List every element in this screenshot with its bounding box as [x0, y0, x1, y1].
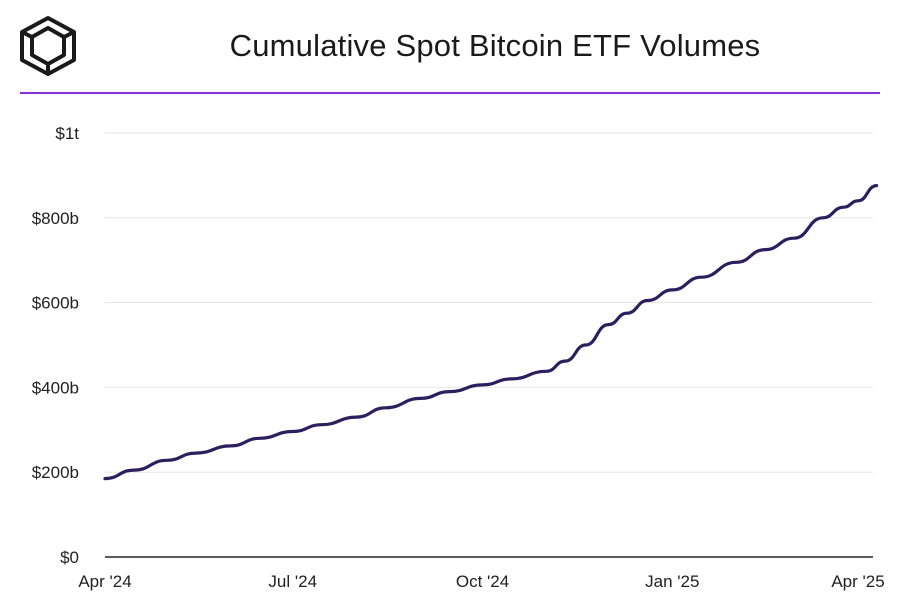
header-divider	[20, 92, 880, 94]
grid-lines	[105, 132, 873, 473]
cube-logo-icon	[20, 16, 76, 76]
y-tick-label: $800b	[32, 209, 79, 228]
y-tick-label: $0	[60, 548, 79, 567]
x-tick-label: Oct '24	[456, 572, 509, 591]
y-axis-ticks: $0 $200b $400b $600b $800b $1t	[32, 124, 80, 567]
x-axis-ticks: Apr '24 Jul '24 Oct '24 Jan '25 Apr '25	[78, 572, 884, 591]
x-tick-label: Jan '25	[645, 572, 699, 591]
y-tick-label: $400b	[32, 378, 79, 397]
y-tick-label: $600b	[32, 294, 79, 313]
series-layer	[103, 184, 879, 481]
x-tick-label: Apr '25	[831, 572, 884, 591]
series-line	[103, 184, 879, 481]
x-tick-label: Jul '24	[268, 572, 317, 591]
x-tick-label: Apr '24	[78, 572, 131, 591]
chart-header: Cumulative Spot Bitcoin ETF Volumes	[0, 0, 900, 94]
chart-title: Cumulative Spot Bitcoin ETF Volumes	[229, 28, 761, 63]
y-tick-label: $200b	[32, 463, 79, 482]
y-tick-label: $1t	[55, 124, 79, 143]
